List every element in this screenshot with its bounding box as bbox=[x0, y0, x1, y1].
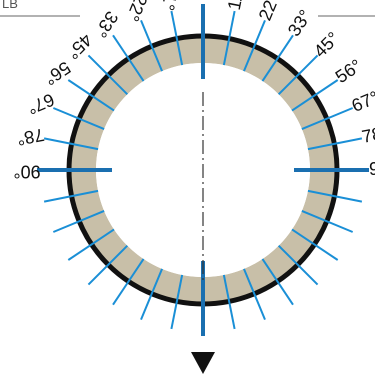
tick bbox=[261, 34, 294, 82]
tick bbox=[243, 268, 266, 321]
tick bbox=[87, 54, 129, 96]
left-angle-label: 56° bbox=[40, 57, 74, 89]
tick bbox=[43, 137, 99, 151]
tick bbox=[301, 107, 354, 130]
left-angle-label: 67° bbox=[24, 89, 57, 118]
tick bbox=[112, 34, 145, 82]
right-angle-label: 11° bbox=[224, 0, 249, 12]
tick bbox=[222, 274, 236, 330]
right-angle-label: 22° bbox=[255, 0, 284, 23]
right-angle-label: 67° bbox=[349, 87, 375, 116]
tick bbox=[140, 19, 163, 72]
tick bbox=[67, 228, 115, 261]
tick bbox=[261, 258, 294, 306]
tick bbox=[87, 244, 129, 286]
tick bbox=[291, 79, 339, 112]
right-angle-label: 90 bbox=[369, 159, 375, 179]
angle-labels: 11°11°22°22°33°33°45°45°56°56°67°67°78°7… bbox=[13, 0, 375, 181]
tick bbox=[112, 258, 145, 306]
tick bbox=[291, 228, 339, 261]
tick bbox=[140, 268, 163, 321]
tick bbox=[52, 210, 105, 233]
right-angle-label: 33° bbox=[284, 6, 316, 40]
left-angle-label: 90° bbox=[13, 161, 40, 181]
header-left-fragment: LB bbox=[2, 0, 18, 11]
tick bbox=[277, 244, 319, 286]
down-triangle-icon bbox=[191, 352, 215, 374]
left-angle-label: 11° bbox=[158, 0, 183, 12]
tick bbox=[67, 79, 115, 112]
tick bbox=[170, 10, 184, 66]
tick bbox=[52, 107, 105, 130]
tick bbox=[43, 189, 99, 203]
tick bbox=[222, 10, 236, 66]
tick bbox=[170, 274, 184, 330]
right-angle-label: 78° bbox=[360, 122, 375, 147]
tick bbox=[307, 189, 363, 203]
left-angle-label: 22° bbox=[122, 0, 151, 24]
left-angle-label: 33° bbox=[90, 7, 122, 41]
left-angle-label: 78° bbox=[15, 124, 46, 149]
right-angle-label: 56° bbox=[332, 55, 366, 87]
tick bbox=[301, 210, 354, 233]
tick bbox=[277, 54, 319, 96]
tick bbox=[307, 137, 363, 151]
right-angle-label: 45° bbox=[310, 28, 343, 61]
tick-marks bbox=[37, 4, 369, 336]
tick bbox=[243, 19, 266, 72]
